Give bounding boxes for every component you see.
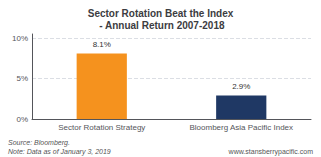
svg-text:2.9%: 2.9% — [232, 82, 250, 91]
svg-text:10%: 10% — [12, 34, 28, 43]
svg-text:8.1%: 8.1% — [93, 40, 111, 49]
svg-text:- Annual Return 2007-2018: - Annual Return 2007-2018 — [96, 20, 224, 31]
svg-text:0%: 0% — [16, 115, 28, 124]
svg-text:5%: 5% — [16, 74, 28, 83]
svg-text:Sector Rotation Beat the Index: Sector Rotation Beat the Index — [88, 8, 234, 19]
svg-text:Sector Rotation Strategy: Sector Rotation Strategy — [58, 123, 145, 132]
svg-text:Note: Data as of January 3, 20: Note: Data as of January 3, 2019 — [8, 148, 111, 156]
svg-text:Source: Bloomberg.: Source: Bloomberg. — [8, 139, 70, 147]
svg-text:Bloomberg Asia Pacific Index: Bloomberg Asia Pacific Index — [189, 123, 293, 132]
svg-text:www.stansberrypacific.com: www.stansberrypacific.com — [228, 148, 314, 156]
